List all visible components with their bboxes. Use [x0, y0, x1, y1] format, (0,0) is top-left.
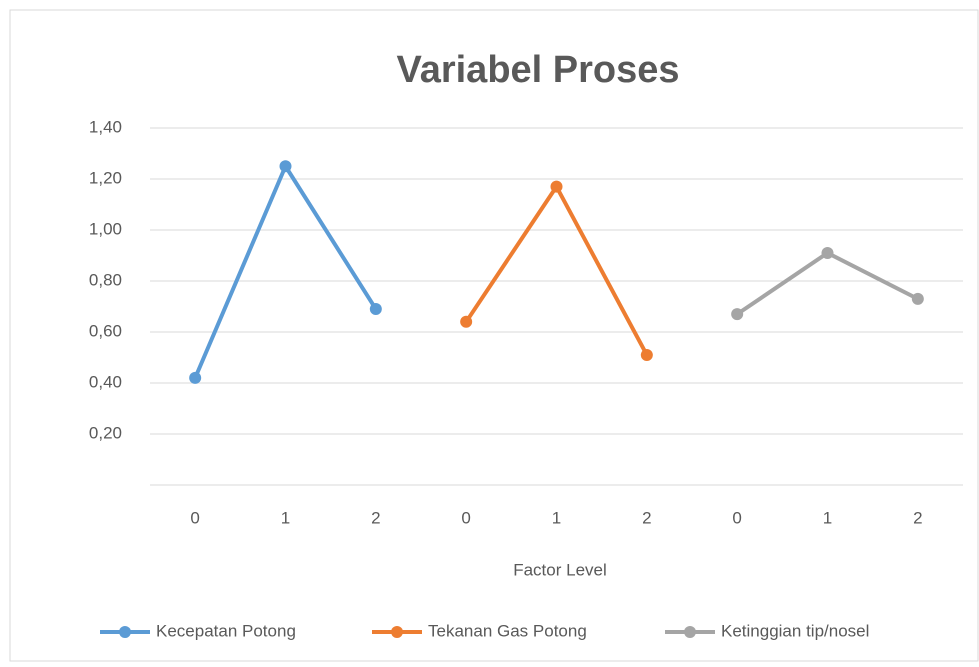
data-point: [640, 348, 653, 361]
data-point: [550, 180, 563, 193]
y-tick-label: 0,60: [89, 321, 122, 340]
legend-label: Ketinggian tip/nosel: [721, 621, 869, 640]
x-tick-label: 1: [823, 508, 832, 527]
y-tick-label: 1,40: [89, 117, 122, 136]
x-tick-label: 0: [190, 508, 199, 527]
chart-title: Variabel Proses: [396, 49, 679, 91]
y-tick-label: 0,20: [89, 423, 122, 442]
data-point: [731, 308, 744, 321]
y-tick-label: 1,00: [89, 219, 122, 238]
data-point: [911, 292, 924, 305]
data-point: [279, 160, 292, 173]
legend-label: Tekanan Gas Potong: [428, 621, 587, 640]
legend-label: Kecepatan Potong: [156, 621, 296, 640]
x-tick-label: 1: [281, 508, 290, 527]
legend-marker: [684, 626, 696, 638]
data-point: [821, 246, 834, 259]
chart-border: [9, 9, 979, 662]
x-tick-label: 2: [371, 508, 380, 527]
y-tick-label: 0,80: [89, 270, 122, 289]
x-tick-label: 0: [461, 508, 470, 527]
data-point: [460, 315, 473, 328]
x-axis-label: Factor Level: [513, 560, 607, 579]
data-point: [369, 303, 382, 316]
x-tick-label: 1: [552, 508, 561, 527]
legend-marker: [119, 626, 131, 638]
x-tick-label: 2: [913, 508, 922, 527]
legend-marker: [391, 626, 403, 638]
x-tick-label: 2: [642, 508, 651, 527]
y-tick-label: 1,20: [89, 168, 122, 187]
y-tick-label: 0,40: [89, 372, 122, 391]
data-point: [189, 371, 202, 384]
x-tick-label: 0: [732, 508, 741, 527]
